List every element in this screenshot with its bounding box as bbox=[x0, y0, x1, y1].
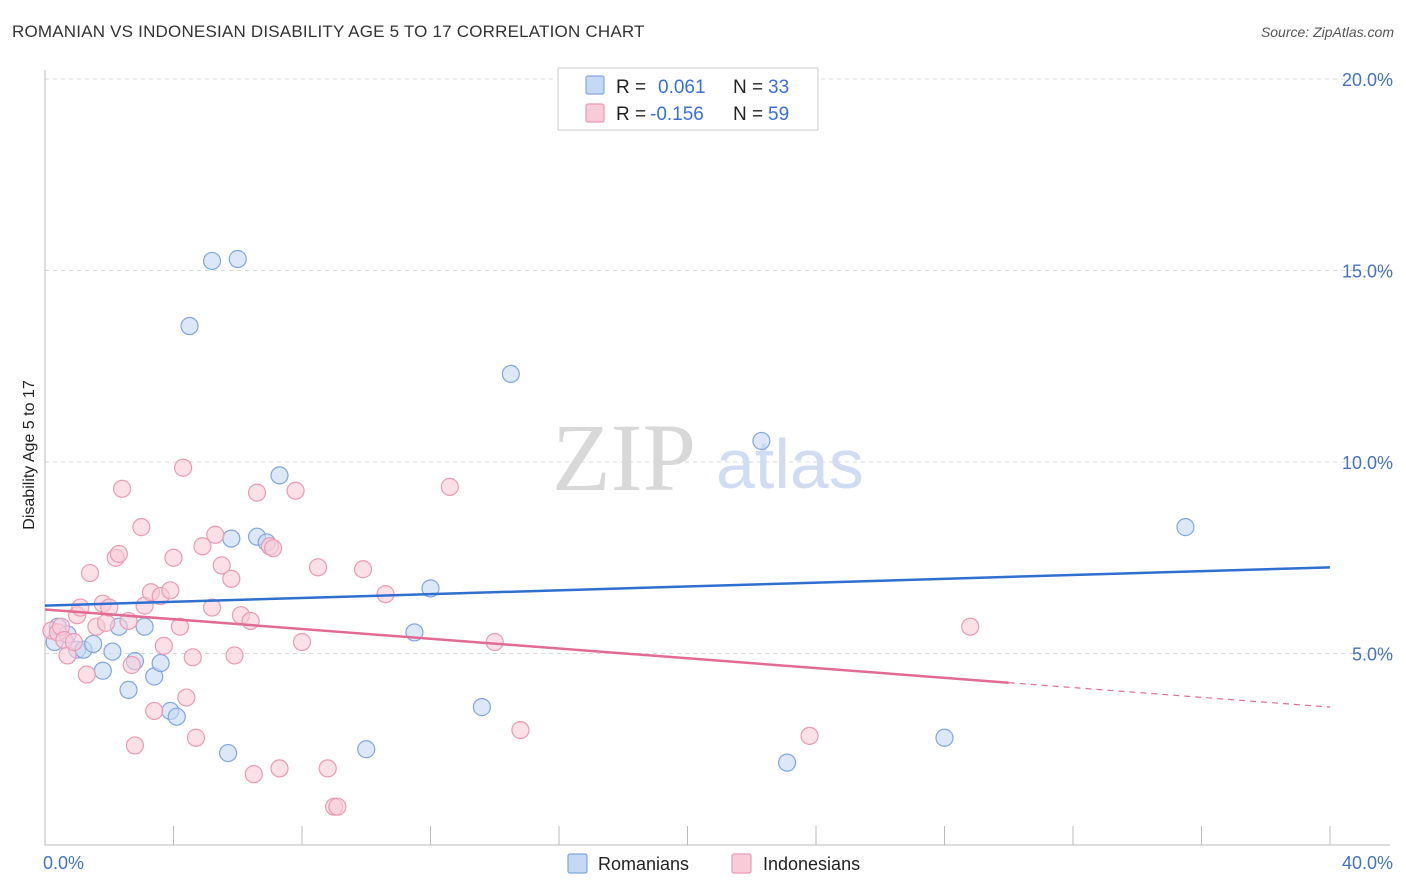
point-romanians-5 bbox=[84, 634, 103, 654]
point-romanians-19 bbox=[222, 529, 241, 548]
legend-r-label-indonesians: R = bbox=[616, 104, 646, 125]
legend-n-label-indonesians: N = bbox=[733, 104, 763, 125]
point-romanians-24 bbox=[357, 740, 376, 759]
watermark-atlas: atlas bbox=[716, 425, 864, 503]
point-indonesians-57 bbox=[800, 726, 819, 745]
point-indonesians-27 bbox=[164, 548, 183, 567]
y-tick-label-0: 5.0% bbox=[1352, 645, 1393, 665]
x-axis-ticks bbox=[173, 826, 1331, 845]
legend-r-label-romanians: R = bbox=[616, 77, 646, 98]
chart-source: Source: ZipAtlas.com bbox=[1260, 24, 1394, 40]
point-indonesians-51 bbox=[328, 797, 347, 816]
point-romanians-11 bbox=[135, 617, 154, 636]
point-indonesians-35 bbox=[206, 525, 225, 544]
chart-title: ROMANIAN VS INDONESIAN DISABILITY AGE 5 … bbox=[12, 22, 645, 41]
point-romanians-6 bbox=[93, 661, 112, 680]
point-indonesians-56 bbox=[511, 720, 530, 740]
point-indonesians-41 bbox=[244, 765, 263, 784]
point-indonesians-5 bbox=[64, 632, 84, 652]
point-indonesians-18 bbox=[122, 655, 141, 675]
point-indonesians-45 bbox=[270, 759, 289, 778]
legend-n-label-romanians: N = bbox=[733, 77, 763, 98]
point-romanians-20 bbox=[228, 249, 247, 269]
correlation-legend: R = 0.061 N = 33 R = -0.156 N = 59 bbox=[557, 67, 819, 131]
y-tick-label-1: 10.0% bbox=[1342, 453, 1393, 473]
trendlines bbox=[44, 566, 1331, 708]
point-indonesians-31 bbox=[183, 648, 202, 667]
point-romanians-7 bbox=[103, 642, 122, 661]
y-tick-label-3: 20.0% bbox=[1342, 70, 1393, 90]
point-romanians-28 bbox=[501, 364, 520, 384]
point-indonesians-54 bbox=[440, 477, 459, 496]
point-indonesians-15 bbox=[109, 544, 128, 564]
watermark: ZIP atlas bbox=[552, 404, 864, 511]
point-indonesians-48 bbox=[308, 558, 328, 577]
point-romanians-15 bbox=[167, 707, 186, 726]
trendline-indonesians bbox=[44, 608, 1009, 684]
point-indonesians-29 bbox=[174, 458, 193, 477]
grid bbox=[45, 78, 1392, 654]
point-indonesians-33 bbox=[193, 537, 212, 556]
point-indonesians-44 bbox=[263, 539, 283, 558]
point-indonesians-25 bbox=[154, 636, 173, 655]
point-romanians-26 bbox=[421, 579, 440, 598]
legend-r-value-romanians: 0.061 bbox=[658, 77, 706, 98]
point-indonesians-58 bbox=[961, 617, 980, 636]
point-indonesians-46 bbox=[286, 481, 305, 500]
point-indonesians-38 bbox=[225, 646, 244, 665]
x-tick-label-max: 40.0% bbox=[1342, 853, 1393, 873]
point-indonesians-16 bbox=[112, 479, 132, 498]
legend-label-romanians: Romanians bbox=[598, 854, 689, 874]
point-indonesians-19 bbox=[125, 736, 145, 755]
point-romanians-30 bbox=[777, 753, 797, 772]
point-romanians-13 bbox=[151, 653, 170, 673]
point-romanians-32 bbox=[1176, 518, 1195, 537]
point-indonesians-26 bbox=[161, 581, 180, 600]
legend-swatch-romanians bbox=[585, 75, 605, 95]
legend-label-indonesians: Indonesians bbox=[763, 854, 860, 874]
point-indonesians-37 bbox=[222, 569, 241, 588]
legend-swatch-romanians-bottom bbox=[567, 853, 588, 874]
point-indonesians-23 bbox=[145, 701, 164, 721]
point-indonesians-40 bbox=[241, 611, 260, 631]
legend-swatch-indonesians-bottom bbox=[731, 853, 752, 874]
series-indonesians-points bbox=[42, 458, 980, 816]
point-indonesians-20 bbox=[132, 518, 151, 537]
trendline-indonesians-extrapolated bbox=[1008, 682, 1331, 708]
point-indonesians-42 bbox=[247, 483, 267, 502]
point-romanians-18 bbox=[219, 743, 238, 763]
point-indonesians-9 bbox=[80, 563, 100, 583]
point-indonesians-49 bbox=[318, 759, 337, 778]
point-indonesians-28 bbox=[170, 617, 190, 636]
point-indonesians-52 bbox=[353, 560, 373, 579]
x-tick-label-min: 0.0% bbox=[43, 853, 84, 873]
y-tick-label-2: 15.0% bbox=[1342, 262, 1393, 282]
trendline-romanians bbox=[44, 566, 1331, 607]
point-romanians-27 bbox=[472, 698, 491, 717]
legend-r-value-indonesians: -0.156 bbox=[650, 104, 704, 125]
legend-n-value-romanians: 33 bbox=[768, 77, 789, 98]
point-indonesians-34 bbox=[202, 598, 222, 617]
point-indonesians-47 bbox=[292, 632, 312, 652]
point-indonesians-12 bbox=[96, 613, 116, 632]
point-indonesians-30 bbox=[177, 688, 196, 707]
series-legend: Romanians Indonesians bbox=[567, 853, 860, 874]
point-romanians-31 bbox=[935, 728, 954, 747]
point-indonesians-8 bbox=[77, 665, 96, 684]
point-romanians-23 bbox=[270, 466, 289, 485]
point-romanians-17 bbox=[202, 251, 222, 271]
y-axis-title: Disability Age 5 to 17 bbox=[21, 380, 38, 530]
legend-swatch-indonesians bbox=[585, 103, 605, 123]
point-romanians-29 bbox=[752, 431, 771, 451]
watermark-zip: ZIP bbox=[552, 404, 696, 511]
legend-n-value-indonesians: 59 bbox=[768, 104, 789, 125]
point-romanians-9 bbox=[119, 680, 138, 699]
point-indonesians-32 bbox=[186, 728, 206, 747]
point-indonesians-36 bbox=[212, 556, 231, 575]
y-tick-labels: 5.0% 10.0% 15.0% 20.0% bbox=[1342, 70, 1393, 665]
point-romanians-16 bbox=[180, 316, 199, 336]
